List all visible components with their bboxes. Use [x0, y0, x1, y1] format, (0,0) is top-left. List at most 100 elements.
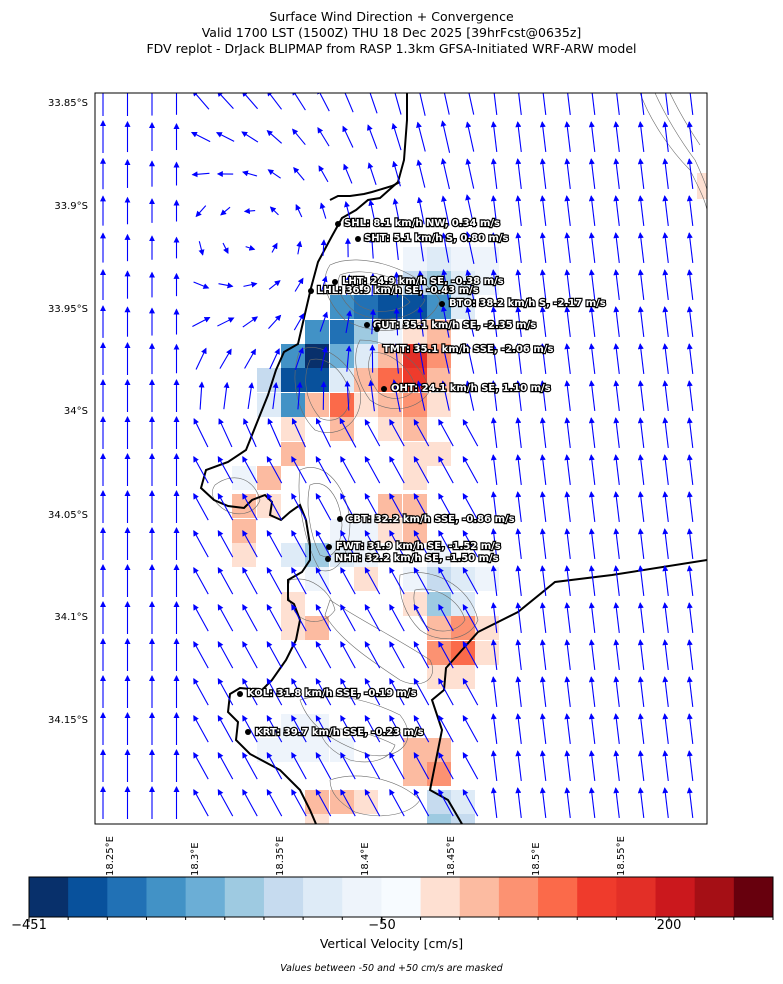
terrain-contour [324, 259, 441, 331]
wind-arrow [315, 788, 332, 817]
wind-arrow [241, 131, 259, 143]
wind-arrow [440, 380, 450, 411]
velocity-cell [378, 320, 402, 344]
wind-arrow [190, 131, 211, 143]
station-lhl-marker [308, 288, 314, 294]
wind-arrow [319, 311, 329, 332]
x-tick-label: 18.45°E [446, 836, 457, 876]
wind-arrow [217, 751, 234, 780]
velocity-cell [403, 592, 427, 616]
wind-arrow [441, 269, 450, 301]
wind-arrow [242, 455, 258, 484]
wind-arrow [364, 418, 381, 447]
wind-arrow [613, 713, 620, 744]
wind-arrow [490, 528, 498, 559]
wind-arrow [465, 158, 475, 189]
wind-arrow [686, 232, 694, 263]
wind-arrow [317, 93, 330, 112]
wind-arrow [193, 492, 209, 521]
wind-arrow [389, 566, 405, 595]
colorbar-segment [733, 877, 774, 917]
colorbar-segment [577, 877, 617, 917]
wind-arrow [364, 455, 381, 484]
velocity-cell [330, 738, 354, 762]
wind-arrow [564, 528, 571, 559]
wind-arrow [198, 381, 205, 410]
colorbar-frame [28, 876, 774, 918]
velocity-cell [305, 790, 329, 814]
wind-arrow [367, 124, 378, 150]
wind-arrow [193, 714, 209, 743]
velocity-cell [330, 295, 354, 319]
wind-arrow [465, 380, 475, 411]
colorbar-tick-label: −50 [368, 918, 396, 933]
wind-arrow [241, 93, 259, 110]
wind-arrow [465, 343, 475, 374]
wind-arrow [662, 750, 669, 781]
wind-arrow [588, 676, 596, 707]
wind-arrow [345, 310, 353, 334]
wind-arrow [637, 565, 645, 596]
wind-arrow [242, 492, 258, 521]
wind-arrow [242, 566, 258, 595]
wind-arrow [490, 417, 498, 448]
wind-arrow [345, 345, 352, 372]
wind-arrow [291, 455, 307, 484]
wind-arrow [417, 233, 425, 262]
wind-arrow [413, 603, 430, 632]
wind-arrow [364, 751, 381, 780]
wind-arrow [662, 602, 669, 633]
velocity-cell [354, 790, 378, 814]
wind-arrow [267, 169, 281, 179]
wind-arrow [542, 93, 547, 115]
velocity-cell [378, 393, 402, 417]
wind-arrow [564, 121, 571, 152]
station-shl-marker [335, 221, 341, 227]
wind-arrow [613, 121, 620, 152]
y-tick-label: 33.9°S [54, 201, 88, 212]
velocity-cell [427, 368, 451, 392]
wind-arrow [242, 170, 258, 177]
wind-arrow [343, 163, 353, 184]
wind-arrow [591, 93, 596, 115]
wind-arrow [662, 380, 669, 411]
velocity-cell [305, 814, 329, 824]
wind-arrow [539, 565, 547, 596]
wind-arrow [441, 232, 450, 263]
colorbar-segment [146, 877, 187, 917]
wind-arrow [345, 274, 352, 295]
wind-arrow [613, 158, 620, 189]
wind-arrow [686, 343, 694, 374]
wind-arrow [294, 277, 304, 292]
wind-arrow [416, 159, 426, 188]
wind-arrow [613, 380, 620, 411]
wind-arrow [413, 529, 430, 558]
wind-arrow [490, 713, 498, 744]
wind-arrow [539, 454, 547, 485]
wind-arrow [567, 93, 571, 115]
wind-arrow [490, 121, 498, 152]
wind-arrow [640, 93, 645, 115]
wind-arrow [192, 93, 210, 110]
wind-arrow [266, 455, 283, 484]
wind-arrow [515, 232, 522, 263]
station-bto-marker [439, 301, 445, 307]
wind-arrow [218, 418, 233, 448]
wind-arrow [662, 491, 669, 522]
terrain-contour [319, 728, 396, 763]
y-tick-label: 34.15°S [48, 715, 88, 726]
velocity-cell [281, 543, 305, 567]
station-kol-label: KOL: 31.8 km/h SSE, -0.19 m/s [247, 688, 417, 699]
wind-arrow [564, 380, 571, 411]
wind-arrow [686, 787, 694, 818]
wind-arrow [217, 566, 234, 595]
velocity-cell [257, 738, 281, 762]
wind-arrow [315, 640, 332, 669]
velocity-cell [427, 543, 451, 567]
wind-arrow [588, 306, 596, 337]
wind-arrow [588, 491, 596, 522]
colorbar-segment [538, 877, 578, 917]
wind-arrow [291, 603, 307, 632]
wind-arrow [242, 788, 258, 817]
wind-arrow [315, 751, 332, 780]
